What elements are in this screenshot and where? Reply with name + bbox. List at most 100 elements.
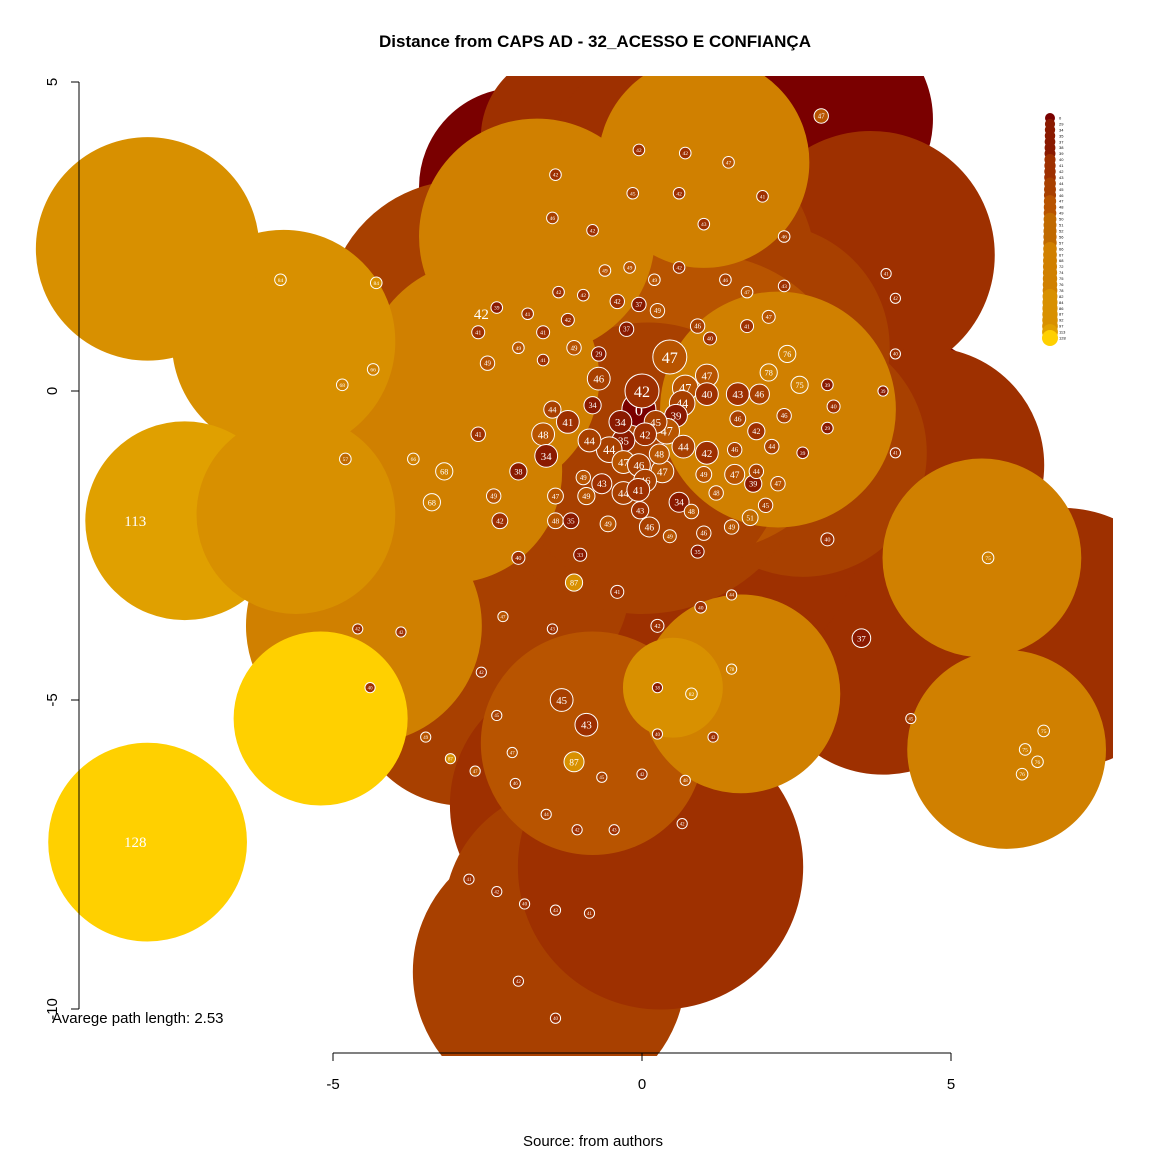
node-label: 42 <box>581 293 587 299</box>
node-label: 41 <box>525 312 531 318</box>
node-marker <box>761 309 776 324</box>
node-169: 41 <box>756 190 769 203</box>
node-label: 42 <box>494 890 499 895</box>
node-61: 46 <box>729 410 747 428</box>
node-56: 49 <box>575 469 591 486</box>
node-111: 47 <box>740 285 754 299</box>
node-marker <box>549 1012 562 1024</box>
node-label: 49 <box>580 475 587 482</box>
node-136: 43 <box>608 824 620 836</box>
node-40: 75 <box>790 375 809 394</box>
node-73: 46 <box>696 525 712 541</box>
node-marker <box>880 267 892 280</box>
node-112: 43 <box>777 279 791 293</box>
node-153: 40 <box>518 898 531 910</box>
node-label: 47 <box>618 457 629 469</box>
node-172: 42 <box>632 143 646 157</box>
node-label: 34 <box>588 401 596 410</box>
node-marker <box>633 422 657 447</box>
legend-label-37: 128 <box>1059 336 1066 341</box>
node-marker <box>778 344 797 364</box>
node-marker <box>577 486 596 506</box>
node-marker <box>668 491 690 513</box>
node-152: 42 <box>491 885 503 898</box>
node-label: 42 <box>553 173 559 179</box>
node-label: 43 <box>781 284 787 290</box>
node-143: 45 <box>491 709 503 722</box>
node-marker <box>574 712 599 737</box>
legend-label-22: 66 <box>1059 246 1064 251</box>
node-label: 42 <box>752 427 760 436</box>
node-76: 35 <box>690 544 705 559</box>
node-marker <box>552 285 565 299</box>
node-83: 29 <box>821 421 834 435</box>
node-marker <box>683 503 700 520</box>
node-marker <box>598 264 612 277</box>
node-label: 49 <box>627 265 633 271</box>
node-label: 87 <box>570 579 578 588</box>
node-128: 82 <box>685 687 698 701</box>
node-41: 87 <box>564 573 584 592</box>
node-105: 39 <box>490 301 504 314</box>
node-label: 45 <box>599 776 604 781</box>
node-123: 75 <box>1018 743 1032 756</box>
node-53: 68 <box>435 462 454 481</box>
node-label: 39 <box>749 480 757 489</box>
legend-label-3: 35 <box>1059 133 1064 138</box>
node-54: 68 <box>422 493 441 512</box>
node-161: 84 <box>369 276 383 290</box>
node-label: 0 <box>635 402 643 419</box>
node-label: 49 <box>484 361 491 368</box>
node-25: 46 <box>638 516 660 538</box>
node-marker <box>689 318 706 334</box>
node-marker <box>776 408 792 424</box>
node-marker <box>573 547 588 562</box>
node-label: 48 <box>683 779 688 784</box>
x-tick-label-neg5: -5 <box>326 1076 339 1093</box>
color-legend: 0293435373839404142434445464748495051525… <box>1042 113 1066 346</box>
legend-label-12: 45 <box>1059 187 1064 192</box>
node-label: 46 <box>593 374 604 386</box>
node-label: 43 <box>732 389 743 401</box>
node-129: 38 <box>651 682 664 694</box>
distance-region-43 <box>48 742 247 942</box>
node-label: 42 <box>614 299 621 306</box>
node-marker <box>463 873 475 885</box>
node-117: 40 <box>889 348 901 360</box>
legend-label-1: 29 <box>1059 121 1064 126</box>
node-marker <box>577 428 602 453</box>
distance-region-34 <box>598 76 810 268</box>
node-58: 35 <box>562 512 580 530</box>
source-caption: Source: from authors <box>523 1133 663 1150</box>
node-marker <box>707 731 719 743</box>
node-78: 40 <box>511 550 526 565</box>
node-label: 44 <box>768 444 775 451</box>
node-marker <box>540 808 552 820</box>
node-label: 75 <box>985 556 991 562</box>
node-marker <box>729 410 747 428</box>
node-label: 66 <box>411 457 417 463</box>
node-marker <box>820 532 835 547</box>
node-160: 84 <box>274 273 287 287</box>
node-label: 34 <box>674 499 684 509</box>
node-89: 46 <box>689 318 706 334</box>
node-label: 46 <box>723 278 729 284</box>
node-label: 35 <box>618 435 629 447</box>
node-label: 42 <box>640 773 645 778</box>
node-marker <box>695 466 713 483</box>
node-label: 47 <box>766 315 772 321</box>
node-label: 45 <box>650 417 661 429</box>
node-116: 39 <box>877 385 889 397</box>
node-marker <box>694 440 719 465</box>
node-label: 41 <box>475 331 481 337</box>
y-tick-label-0: 0 <box>44 387 61 395</box>
node-marker <box>678 146 692 160</box>
node-label: 40 <box>368 686 373 691</box>
node-65: 44 <box>748 463 765 480</box>
node-label: 47 <box>775 481 782 488</box>
node-88: 47 <box>761 309 776 324</box>
legend-label-16: 49 <box>1059 211 1064 216</box>
legend-label-18: 51 <box>1059 223 1064 228</box>
node-label: 33 <box>577 553 583 559</box>
node-marker <box>631 296 647 313</box>
